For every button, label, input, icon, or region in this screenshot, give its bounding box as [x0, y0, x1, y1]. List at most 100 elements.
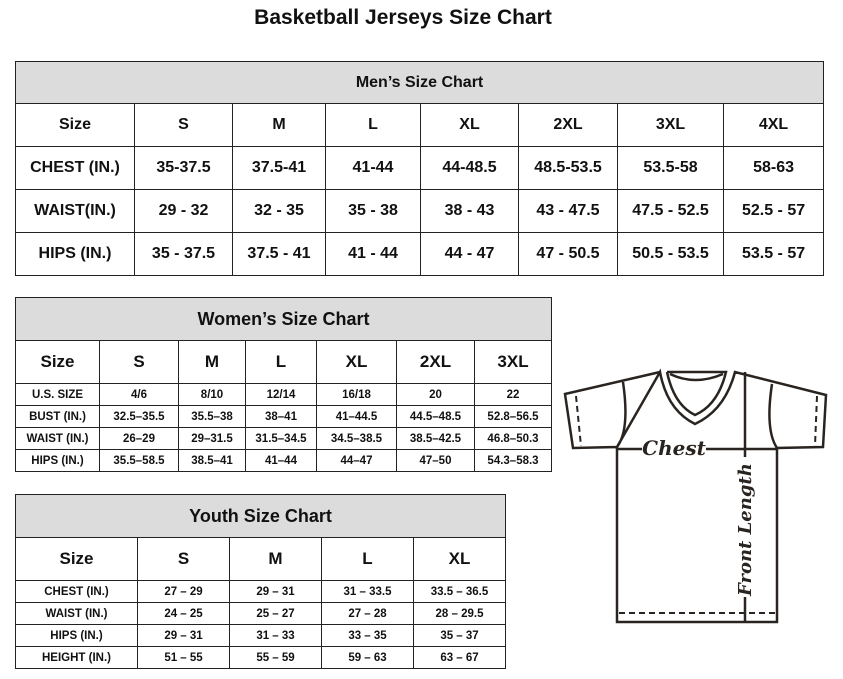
table-cell: 37.5 - 41: [232, 232, 326, 276]
table-cell: M: [178, 340, 246, 384]
table-cell: 52.8–56.5: [473, 405, 553, 428]
table-cell: 41 - 44: [325, 232, 421, 276]
table-cell: 43 - 47.5: [518, 189, 618, 233]
table-cell: 53.5-58: [617, 146, 724, 190]
table-cell: 33 – 35: [321, 624, 414, 647]
table-cell: 25 – 27: [229, 602, 322, 625]
table-cell: S: [99, 340, 179, 384]
table-cell: L: [321, 537, 414, 581]
table-cell: 26–29: [99, 427, 179, 450]
table-cell: 37.5-41: [232, 146, 326, 190]
front-length-label: Front Length: [735, 463, 756, 597]
table-row: BUST (IN.) 32.5–35.5 35.5–38 38–41 41–44.5 44…: [15, 405, 553, 428]
table-cell: 51 – 55: [137, 646, 230, 669]
table-caption: Men’s Size Chart: [14, 61, 825, 104]
row-label: WAIST (IN.): [15, 427, 100, 450]
table-cell: 4XL: [722, 103, 825, 147]
table-cell: 38.5–42.5: [396, 427, 475, 450]
table-cell: 44–47: [316, 449, 397, 472]
row-label: HIPS (IN.): [15, 232, 135, 276]
table-cell: 22: [473, 383, 553, 406]
row-label: Size: [15, 103, 135, 147]
youth-size-table: Youth Size Chart Size S M L XL CHEST (IN.) 27 …: [14, 494, 507, 669]
row-label: WAIST(IN.): [15, 189, 135, 233]
table-cell: L: [325, 103, 421, 147]
table-cell: 41–44: [245, 449, 317, 472]
table-row: WAIST (IN.) 26–29 29–31.5 31.5–34.5 34.5–38.…: [15, 427, 553, 450]
table-row: HEIGHT (IN.) 51 – 55 55 – 59 59 – 63 63 – 67: [15, 646, 507, 669]
table-cell: 29 – 31: [137, 624, 230, 647]
table-cell: 35.5–58.5: [99, 449, 179, 472]
table-cell: 35 - 38: [325, 189, 421, 233]
table-row: CHEST (IN.) 27 – 29 29 – 31 31 – 33.5 33.5 –…: [15, 580, 507, 603]
table-cell: 53.5 - 57: [722, 232, 825, 276]
table-cell: 3XL: [617, 103, 724, 147]
row-label: HIPS (IN.): [15, 449, 100, 472]
table-cell: 54.3–58.3: [473, 449, 553, 472]
table-cell: 31 – 33.5: [321, 580, 414, 603]
table-cell: M: [229, 537, 322, 581]
table-cell: 46.8–50.3: [473, 427, 553, 450]
table-cell: 8/10: [178, 383, 246, 406]
table-row: Size S M L XL 2XL 3XL 4XL: [15, 103, 825, 147]
table-cell: 41–44.5: [316, 405, 397, 428]
table-cell: 35.5–38: [178, 405, 246, 428]
row-label: Size: [15, 340, 100, 384]
table-cell: L: [245, 340, 317, 384]
row-label: Size: [15, 537, 138, 581]
table-cell: S: [137, 537, 230, 581]
table-cell: 35 - 37.5: [134, 232, 233, 276]
row-label: HIPS (IN.): [15, 624, 138, 647]
table-cell: 41-44: [325, 146, 421, 190]
table-row: WAIST(IN.) 29 - 32 32 - 35 35 - 38 38 - 43 43…: [15, 189, 825, 233]
table-cell: 32 - 35: [232, 189, 326, 233]
table-cell: XL: [420, 103, 519, 147]
chest-label: Chest: [642, 436, 706, 460]
page-title: Basketball Jerseys Size Chart: [254, 6, 552, 29]
table-cell: 48.5-53.5: [518, 146, 618, 190]
table-cell: 29 – 31: [229, 580, 322, 603]
table-cell: 34.5–38.5: [316, 427, 397, 450]
table-cell: 52.5 - 57: [722, 189, 825, 233]
table-cell: M: [232, 103, 326, 147]
mens-size-table: Men’s Size Chart Size S M L XL 2XL 3XL 4XL CHEST…: [14, 61, 825, 276]
table-cell: 16/18: [316, 383, 397, 406]
table-cell: 12/14: [245, 383, 317, 406]
row-label: CHEST (IN.): [15, 146, 135, 190]
table-cell: 3XL: [473, 340, 553, 384]
table-cell: 27 – 28: [321, 602, 414, 625]
table-cell: 63 – 67: [412, 646, 507, 669]
table-cell: 29 - 32: [134, 189, 233, 233]
table-row: U.S. SIZE 4/6 8/10 12/14 16/18 20 22: [15, 383, 553, 406]
table-caption: Youth Size Chart: [14, 494, 507, 538]
row-label: HEIGHT (IN.): [15, 646, 138, 669]
table-row: HIPS (IN.) 35 - 37.5 37.5 - 41 41 - 44 44 - …: [15, 232, 825, 276]
womens-size-table: Women’s Size Chart Size S M L XL 2XL 3XL U.S. S…: [14, 297, 553, 472]
table-cell: 47.5 - 52.5: [617, 189, 724, 233]
table-cell: 58-63: [722, 146, 825, 190]
table-cell: 47–50: [396, 449, 475, 472]
table-caption: Women’s Size Chart: [14, 297, 553, 341]
table-cell: XL: [412, 537, 507, 581]
table-cell: 2XL: [518, 103, 618, 147]
row-label: CHEST (IN.): [15, 580, 138, 603]
table-cell: 4/6: [99, 383, 179, 406]
table-cell: 50.5 - 53.5: [617, 232, 724, 276]
table-cell: 28 – 29.5: [412, 602, 507, 625]
table-cell: 55 – 59: [229, 646, 322, 669]
table-cell: 32.5–35.5: [99, 405, 179, 428]
table-cell: 44 - 47: [420, 232, 519, 276]
table-row: CHEST (IN.) 35-37.5 37.5-41 41-44 44-48.5 48.…: [15, 146, 825, 190]
table-cell: 38–41: [245, 405, 317, 428]
table-cell: 33.5 – 36.5: [412, 580, 507, 603]
table-cell: 27 – 29: [137, 580, 230, 603]
table-row: HIPS (IN.) 29 – 31 31 – 33 33 – 35 35 – 37: [15, 624, 507, 647]
table-row: Size S M L XL: [15, 537, 507, 581]
table-cell: 24 – 25: [137, 602, 230, 625]
table-row: WAIST (IN.) 24 – 25 25 – 27 27 – 28 28 – 29.…: [15, 602, 507, 625]
table-cell: 29–31.5: [178, 427, 246, 450]
table-cell: 47 - 50.5: [518, 232, 618, 276]
jersey-diagram: Chest Front Length: [563, 368, 828, 624]
table-cell: 2XL: [396, 340, 475, 384]
table-cell: 59 – 63: [321, 646, 414, 669]
